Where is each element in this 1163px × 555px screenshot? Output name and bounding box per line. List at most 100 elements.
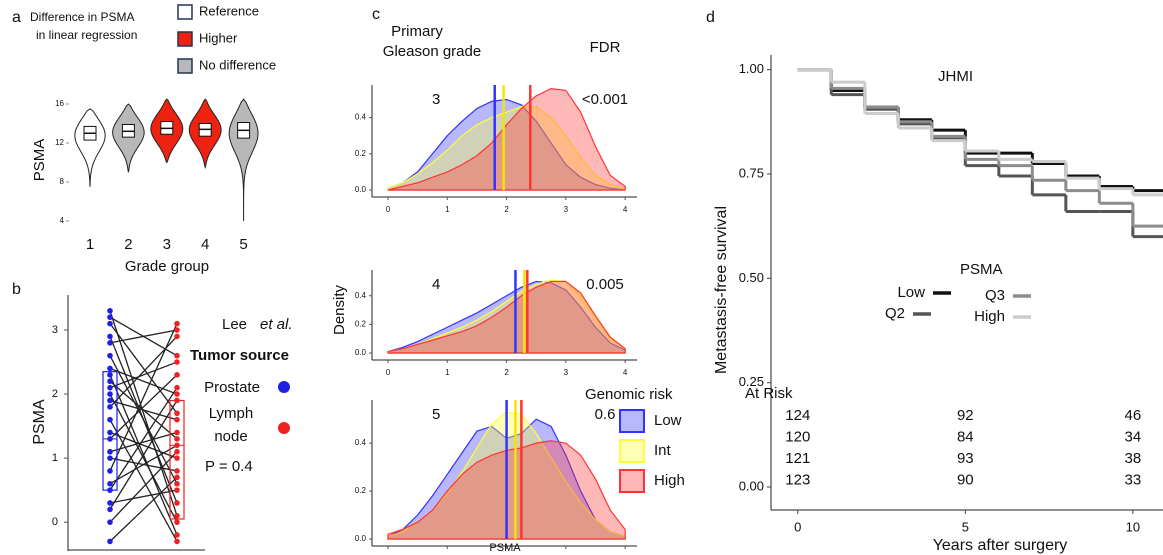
pair-line xyxy=(109,361,178,389)
y-tick-label: 0.25 xyxy=(739,374,764,389)
x-tick-label: 2 xyxy=(504,368,509,377)
x-tick-label: 1 xyxy=(445,368,450,377)
grade-label: 3 xyxy=(432,91,440,108)
legend-swatch xyxy=(177,4,193,20)
pair-line xyxy=(109,323,178,472)
at-risk-count: 92 xyxy=(957,407,974,424)
y-tick-label: 0.4 xyxy=(355,438,367,447)
x-tick-label: 2 xyxy=(504,205,509,214)
pair-line xyxy=(109,310,178,516)
legend-label: High xyxy=(654,472,685,489)
legend-label: Prostate xyxy=(204,379,260,396)
at-risk-count: 121 xyxy=(785,450,810,467)
point xyxy=(174,500,180,506)
y-tick-label: 0.4 xyxy=(355,291,367,300)
point xyxy=(107,404,113,410)
point xyxy=(107,538,113,545)
point xyxy=(107,372,113,378)
point xyxy=(174,487,180,493)
legend-swatch xyxy=(619,409,645,433)
pair-line xyxy=(109,399,178,421)
pair-line xyxy=(109,329,178,344)
x-tick-label: 1 xyxy=(86,236,94,253)
y-tick-label: 0.2 xyxy=(355,319,367,328)
legend-label: No difference xyxy=(199,57,276,72)
y-tick-label: 0.0 xyxy=(355,348,367,357)
at-risk-count: 38 xyxy=(1125,450,1142,467)
legend-title: in linear regression xyxy=(36,28,137,42)
point xyxy=(107,397,113,404)
point xyxy=(174,448,180,455)
point xyxy=(174,327,180,333)
at-risk-title: At Risk xyxy=(745,385,793,402)
pair-line xyxy=(109,419,178,542)
panel-letter: c xyxy=(372,6,380,23)
point xyxy=(107,480,113,487)
x-tick-label: 3 xyxy=(564,368,569,377)
y-tick-label: 0.50 xyxy=(739,270,764,285)
at-risk-count: 90 xyxy=(957,471,974,488)
density-area xyxy=(387,88,626,191)
panel-letter: a xyxy=(12,9,21,26)
violin xyxy=(112,103,145,173)
density-area xyxy=(387,280,626,354)
annotation: et al. xyxy=(260,316,293,333)
header: FDR xyxy=(590,39,621,56)
pair-line xyxy=(109,393,178,523)
pair-line xyxy=(109,476,178,542)
pair-line xyxy=(109,367,178,395)
y-tick-label: 1.00 xyxy=(739,61,764,76)
legend-swatch xyxy=(177,58,193,74)
x-tick-label: 4 xyxy=(623,205,628,214)
legend-dot xyxy=(278,422,290,434)
point xyxy=(174,372,180,378)
point xyxy=(107,468,113,474)
legend-label: Q3 xyxy=(985,287,1005,304)
at-risk-count: 84 xyxy=(957,428,974,445)
y-axis-label: Metastasis-free survival xyxy=(713,206,730,374)
y-tick-label: 12 xyxy=(55,138,64,147)
point xyxy=(107,352,113,359)
y-tick-label: 0.0 xyxy=(355,534,367,543)
chart-title: JHMI xyxy=(938,68,973,85)
point xyxy=(174,333,180,340)
x-tick-label: 5 xyxy=(962,519,969,534)
y-tick-label: 0.2 xyxy=(355,486,367,495)
panel-letter: d xyxy=(706,9,715,26)
y-tick-label: 0.0 xyxy=(355,185,367,194)
point xyxy=(174,474,180,481)
point xyxy=(107,500,113,506)
point xyxy=(107,429,113,436)
fdr-label: <0.001 xyxy=(582,91,628,108)
legend-dot xyxy=(278,381,290,393)
legend-title: Difference in PSMA xyxy=(30,10,135,24)
x-tick-label: 3 xyxy=(163,236,171,253)
x-tick-label: 2 xyxy=(124,236,132,253)
pair-line xyxy=(109,323,178,414)
point xyxy=(107,378,113,385)
point xyxy=(107,333,113,340)
density-area xyxy=(387,98,626,191)
x-tick-label: 1 xyxy=(445,205,450,214)
legend-label: High xyxy=(974,308,1005,325)
x-tick-label: 0 xyxy=(794,519,801,534)
legend-label: Low xyxy=(897,284,925,301)
point xyxy=(174,538,180,545)
pair-line xyxy=(109,431,178,453)
x-tick-label: 0 xyxy=(386,205,391,214)
point xyxy=(174,455,180,461)
point xyxy=(107,448,113,455)
fdr-label: 0.005 xyxy=(586,276,624,293)
point xyxy=(174,391,180,397)
legend-swatch xyxy=(619,439,645,463)
at-risk-count: 33 xyxy=(1125,471,1142,488)
y-tick-label: 3 xyxy=(52,324,58,336)
legend-label: Q2 xyxy=(885,305,905,322)
y-tick-label: 4 xyxy=(60,216,65,225)
legend-swatch xyxy=(619,469,645,493)
pair-line xyxy=(109,489,178,504)
point xyxy=(107,436,113,442)
x-axis-label: PSMA xyxy=(489,542,521,554)
y-tick-label: 0 xyxy=(52,516,58,528)
